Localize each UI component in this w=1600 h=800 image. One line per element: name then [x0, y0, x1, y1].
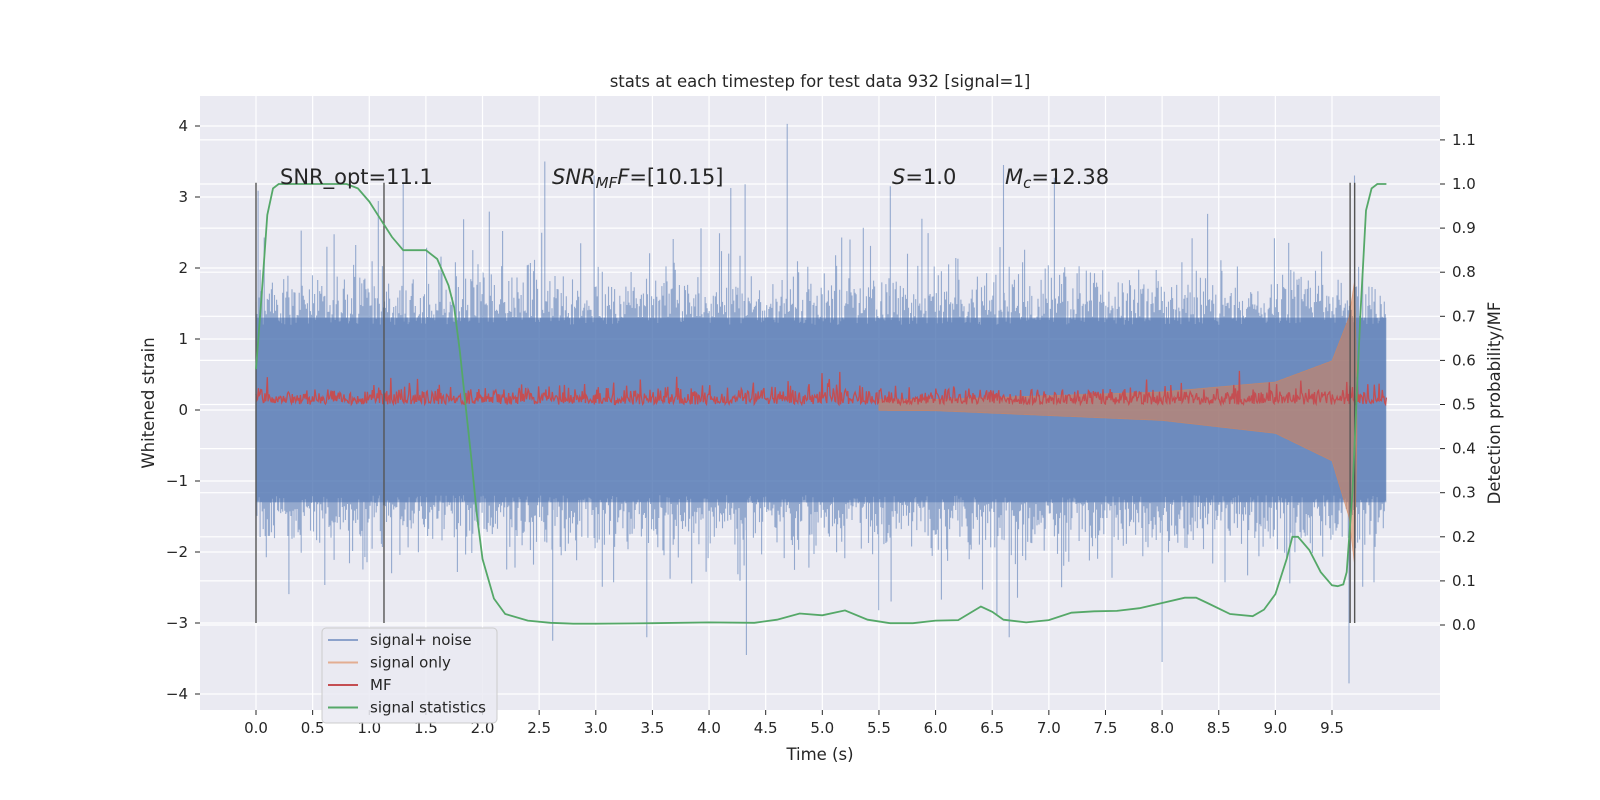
annotation-snr-mf: SNRMFF=[10.15]: [552, 165, 723, 192]
x-tick-label: 4.0: [697, 719, 721, 737]
x-tick-label: 9.5: [1320, 719, 1344, 737]
y2-tick-label: 0.7: [1452, 307, 1476, 325]
annotation-mc: Mc=12.38: [1005, 165, 1109, 192]
annotation-s: S=1.0: [892, 165, 956, 189]
x-tick-label: 3.0: [584, 719, 608, 737]
x-axis-ticks: 0.0 0.5 1.0 1.5 2.0 2.5 3.0 3.5 4.0 4.5 5.0 5.5 6.0 6…: [244, 710, 1344, 737]
x-tick-label: 6.5: [980, 719, 1004, 737]
legend-label: signal statistics: [370, 699, 486, 717]
signal-statistics-series: [255, 183, 1387, 625]
y2-tick-label: 0.0: [1452, 616, 1476, 634]
x-tick-label: 0.5: [301, 719, 325, 737]
y-tick-label: 1: [178, 330, 188, 348]
x-tick-label: 0.0: [244, 719, 268, 737]
legend: signal+ noise signal only MF signal statist…: [321, 627, 498, 724]
vertical-markers: [255, 182, 1356, 623]
y-tick-label: 0: [178, 401, 188, 419]
y-tick-label: −2: [166, 543, 188, 561]
annotation-snr-opt: SNR_opt=11.1: [280, 165, 433, 190]
y2-tick-label: 0.8: [1452, 263, 1476, 281]
y2-tick-label: 1.1: [1452, 131, 1476, 149]
y2-tick-label: 1.0: [1452, 175, 1476, 193]
y-tick-label: 3: [178, 188, 188, 206]
y-tick-label: −3: [166, 614, 188, 632]
y-tick-label: −1: [166, 472, 188, 490]
x-tick-label: 8.5: [1207, 719, 1231, 737]
legend-label: signal only: [370, 654, 451, 672]
x-tick-label: 7.5: [1094, 719, 1118, 737]
x-tick-label: 3.5: [640, 719, 664, 737]
legend-label: MF: [370, 676, 392, 694]
x-tick-label: 6.0: [924, 719, 948, 737]
y-tick-label: 4: [178, 117, 188, 135]
x-tick-label: 4.5: [754, 719, 778, 737]
y2-axis-label: Detection probability/MF: [1485, 302, 1504, 505]
x-tick-label: 5.5: [867, 719, 891, 737]
y-tick-label: 2: [178, 259, 188, 277]
x-tick-label: 8.0: [1150, 719, 1174, 737]
x-tick-label: 2.5: [527, 719, 551, 737]
y2-tick-label: 0.6: [1452, 351, 1476, 369]
chart-title: stats at each timestep for test data 932…: [610, 72, 1031, 91]
y2-axis-ticks: 0.0 0.1 0.2 0.3 0.4 0.5 0.6 0.7 0.8 0.9 1.0 1.1: [1440, 131, 1476, 634]
y-tick-label: −4: [166, 685, 188, 703]
x-tick-label: 9.0: [1263, 719, 1287, 737]
y2-tick-label: 0.2: [1452, 528, 1476, 546]
y2-tick-label: 0.1: [1452, 572, 1476, 590]
y2-tick-label: 0.9: [1452, 219, 1476, 237]
mf-series: [255, 370, 1388, 407]
y2-tick-label: 0.5: [1452, 396, 1476, 414]
x-tick-label: 7.0: [1037, 719, 1061, 737]
x-axis-label: Time (s): [785, 745, 853, 764]
legend-label: signal+ noise: [370, 631, 472, 649]
legend-box: [321, 627, 498, 724]
y2-tick-label: 0.4: [1452, 440, 1476, 458]
y2-tick-label: 0.3: [1452, 484, 1476, 502]
x-tick-label: 5.0: [810, 719, 834, 737]
y-axis-ticks: −4 −3 −2 −1 0 1 2 3 4: [166, 117, 200, 703]
y-axis-label: Whitened strain: [139, 337, 158, 468]
